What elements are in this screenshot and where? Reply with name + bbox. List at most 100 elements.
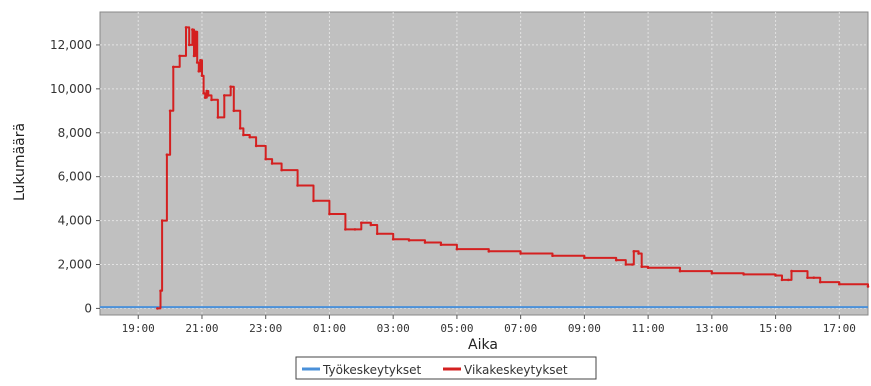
data-point <box>519 252 522 255</box>
legend: Työkeskeytykset Vikakeskeytykset <box>295 356 597 380</box>
data-point <box>328 212 331 216</box>
data-point <box>790 269 793 273</box>
data-point <box>168 109 172 113</box>
data-point <box>184 26 188 29</box>
data-point <box>407 239 411 242</box>
data-point <box>614 258 618 262</box>
grid-lines <box>100 12 868 315</box>
x-tick-label: 07:00 <box>504 322 537 335</box>
y-tick-label: 6,000 <box>58 170 92 184</box>
data-point <box>156 307 159 310</box>
data-point <box>391 237 395 241</box>
data-point <box>171 65 175 69</box>
data-point <box>203 96 207 99</box>
data-point <box>192 54 196 58</box>
data-point <box>624 263 628 266</box>
data-point <box>205 89 209 93</box>
data-point <box>216 116 220 119</box>
data-point <box>238 127 242 130</box>
data-point <box>202 91 205 95</box>
y-axis-title: Lukumäärä <box>12 123 28 201</box>
x-tick-label: 01:00 <box>313 322 346 335</box>
x-axis-title: Aika <box>468 337 498 353</box>
y-tick-label: 4,000 <box>58 214 92 228</box>
data-point <box>280 168 283 172</box>
data-point <box>207 94 210 97</box>
x-tick-label: 09:00 <box>568 322 601 335</box>
data-point <box>455 247 459 251</box>
data-point <box>551 254 554 258</box>
data-point <box>774 274 777 277</box>
data-point <box>806 276 809 279</box>
y-tick-label: 0 <box>84 301 92 315</box>
data-point <box>344 228 347 231</box>
data-point <box>630 263 634 266</box>
data-point <box>866 285 870 288</box>
data-point <box>812 276 816 279</box>
x-tick-labels: 19:00 21:00 23:00 01:00 03:00 05:00 07:00 09:00… <box>122 315 856 335</box>
data-point <box>487 250 491 253</box>
data-point <box>312 199 315 203</box>
x-tick-label: 21:00 <box>185 322 218 335</box>
data-point <box>254 144 258 148</box>
y-tick-label: 2,000 <box>58 258 92 272</box>
x-tick-label: 23:00 <box>249 322 282 335</box>
data-point <box>838 282 841 286</box>
y-tick-label: 8,000 <box>58 126 92 140</box>
x-tick-label: 13:00 <box>695 322 728 335</box>
plot-area <box>99 11 869 316</box>
data-point <box>210 98 213 102</box>
x-tick-label: 03:00 <box>377 322 410 335</box>
data-point <box>200 74 204 77</box>
data-point <box>353 228 357 231</box>
data-point <box>742 273 746 276</box>
data-point <box>787 278 790 282</box>
data-point <box>360 221 363 225</box>
data-point <box>818 280 822 284</box>
data-point <box>191 28 194 31</box>
data-point <box>195 61 199 64</box>
data-point <box>232 109 236 113</box>
data-point <box>248 135 252 139</box>
y-tick-label: 10,000 <box>50 82 92 96</box>
x-tick-label: 05:00 <box>440 322 473 335</box>
data-point <box>270 162 274 165</box>
data-point <box>264 157 268 161</box>
data-point <box>583 256 586 260</box>
data-point <box>423 241 427 244</box>
data-point <box>369 223 373 227</box>
x-tick-label: 11:00 <box>632 322 665 335</box>
data-point <box>439 243 443 247</box>
data-point <box>646 266 650 270</box>
data-point <box>678 269 682 273</box>
data-point <box>229 85 232 88</box>
x-tick-label: 19:00 <box>122 322 155 335</box>
data-point <box>632 250 636 253</box>
data-point <box>165 153 169 157</box>
data-point <box>160 219 164 222</box>
data-point <box>640 265 644 268</box>
data-point <box>197 69 201 73</box>
series-lines <box>100 26 870 310</box>
data-point <box>637 252 640 255</box>
data-point <box>710 271 714 275</box>
data-point <box>780 278 784 282</box>
y-tick-label: 12,000 <box>50 38 92 52</box>
data-point <box>222 94 226 97</box>
data-point <box>159 289 162 293</box>
y-tick-labels: 0 2,000 4,000 6,000 8,000 10,000 12,000 <box>50 38 100 315</box>
x-tick-label: 15:00 <box>759 322 792 335</box>
data-point <box>242 133 245 137</box>
x-tick-label: 17:00 <box>823 322 856 335</box>
data-point <box>178 54 181 58</box>
legend-label-vikakeskeytykset: Vikakeskeytykset <box>464 363 568 377</box>
data-point <box>194 30 197 34</box>
data-point <box>296 184 299 187</box>
series-line-vikakeskeytykset <box>157 26 869 310</box>
legend-label-tyokeskeytykset: Työkeskeytykset <box>322 363 421 377</box>
data-point <box>375 232 379 236</box>
data-point <box>187 43 191 47</box>
data-point <box>199 59 202 62</box>
